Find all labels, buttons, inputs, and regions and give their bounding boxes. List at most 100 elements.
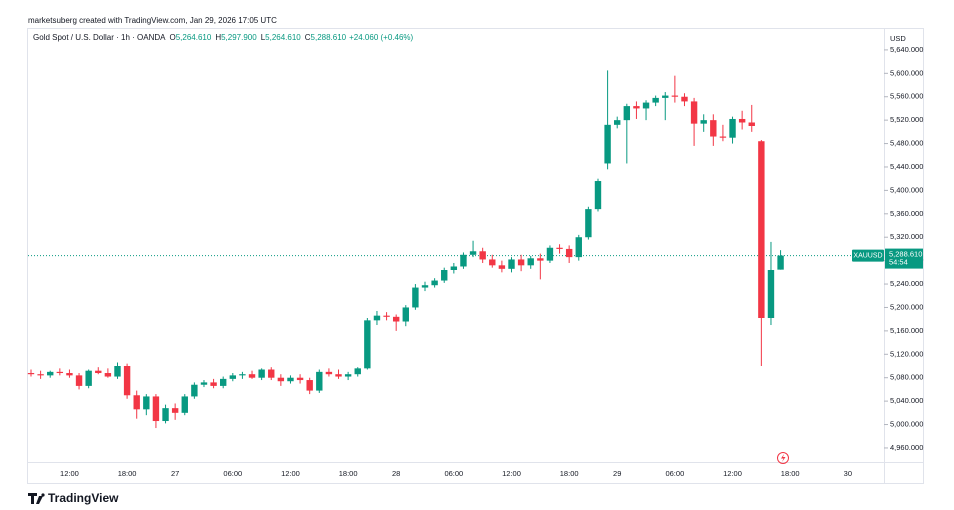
candle-body bbox=[412, 287, 419, 308]
x-tick-label: 30 bbox=[844, 469, 852, 478]
x-tick-label: 28 bbox=[392, 469, 400, 478]
candle-body bbox=[594, 181, 602, 210]
candle-body bbox=[633, 106, 640, 109]
x-tick-label: 18:00 bbox=[781, 469, 800, 478]
candle-body bbox=[748, 122, 755, 126]
candle-body bbox=[662, 95, 669, 98]
candle-body bbox=[220, 378, 227, 386]
y-tick-label: 5,200.000 bbox=[890, 302, 923, 311]
logo: TradingView bbox=[28, 491, 119, 505]
candle-body bbox=[652, 97, 659, 103]
candle-body bbox=[143, 396, 150, 410]
legend-value: 5,264.610 bbox=[176, 33, 212, 42]
candle-body bbox=[133, 395, 140, 410]
x-tick-label: 18:00 bbox=[339, 469, 358, 478]
y-tick-label: 5,520.000 bbox=[890, 115, 923, 124]
x-tick-label: 06:00 bbox=[223, 469, 242, 478]
candle-body bbox=[431, 280, 438, 286]
candle-body bbox=[402, 307, 409, 322]
candle-body bbox=[354, 368, 361, 375]
candle-body bbox=[508, 259, 515, 269]
y-tick-label: 4,960.000 bbox=[890, 443, 923, 452]
symbol-badge bbox=[852, 249, 884, 262]
logo-text: TradingView bbox=[48, 491, 119, 505]
candle-body bbox=[546, 247, 554, 261]
candle-body bbox=[75, 375, 83, 386]
x-tick-label: 12:00 bbox=[281, 469, 300, 478]
header: marketsuberg created with TradingView.co… bbox=[28, 16, 277, 25]
x-tick-label: 12:00 bbox=[60, 469, 79, 478]
candle-body bbox=[460, 254, 467, 267]
candle-body bbox=[325, 371, 333, 375]
candle-body bbox=[719, 136, 727, 138]
candle-body bbox=[479, 251, 486, 260]
y-tick-label: 5,600.000 bbox=[890, 68, 923, 77]
candle-body bbox=[104, 373, 112, 377]
legend-symbol: Gold Spot / U.S. Dollar · 1h · OANDA bbox=[33, 33, 166, 42]
y-tick-label: 5,440.000 bbox=[890, 162, 923, 171]
candle-body bbox=[777, 255, 784, 270]
legend-key: O bbox=[170, 33, 176, 42]
candle-body bbox=[565, 248, 573, 258]
candle-body bbox=[200, 382, 208, 385]
candle-body bbox=[191, 384, 198, 397]
legend-value: 5,297.900 bbox=[221, 33, 257, 42]
candle-body bbox=[248, 374, 256, 378]
candle-body bbox=[690, 101, 698, 124]
legend-text: Gold Spot / U.S. Dollar · 1h · OANDA O5,2… bbox=[33, 33, 414, 42]
price-badge bbox=[885, 248, 923, 269]
candle-body bbox=[537, 258, 544, 261]
x-tick-label: 06:00 bbox=[444, 469, 463, 478]
y-tick-label: 5,320.000 bbox=[890, 232, 923, 241]
candle-body bbox=[66, 373, 73, 376]
candle-body bbox=[623, 106, 631, 121]
candle-body bbox=[614, 120, 621, 125]
candle-body bbox=[498, 265, 506, 269]
x-tick-label: 18:00 bbox=[560, 469, 579, 478]
candle-body bbox=[364, 320, 371, 369]
legend-key: C bbox=[305, 33, 311, 42]
candle-body bbox=[171, 408, 179, 413]
candle-body bbox=[210, 382, 217, 386]
candle-body bbox=[27, 373, 35, 375]
candle-body bbox=[85, 370, 92, 386]
y-tick-label: 5,560.000 bbox=[890, 92, 923, 101]
symbol-badge-text: XAUUSD bbox=[853, 252, 882, 259]
candle-body bbox=[681, 96, 688, 102]
candle-body bbox=[239, 374, 246, 376]
legend: Gold Spot / U.S. Dollar · 1h · OANDA O5,2… bbox=[33, 33, 414, 42]
candle-body bbox=[37, 374, 44, 376]
x-tick-label: 27 bbox=[171, 469, 179, 478]
candle-body bbox=[469, 251, 477, 255]
candle-body bbox=[441, 270, 448, 281]
candle-body bbox=[421, 285, 429, 288]
y-tick-label: 5,120.000 bbox=[890, 349, 923, 358]
frame bbox=[27, 28, 924, 484]
y-tick-label: 5,160.000 bbox=[890, 326, 923, 335]
candle-body bbox=[575, 237, 582, 258]
candle-body bbox=[258, 369, 265, 378]
x-tick-label: 12:00 bbox=[502, 469, 521, 478]
legend-value: 5,264.610 bbox=[265, 33, 301, 42]
replay-icon bbox=[777, 452, 789, 464]
candle-body bbox=[392, 316, 400, 322]
candle-body bbox=[450, 266, 458, 270]
y-tick-label: 5,000.000 bbox=[890, 420, 923, 429]
candle-body bbox=[229, 375, 237, 379]
candle-body bbox=[47, 371, 54, 376]
candle-body bbox=[710, 120, 717, 137]
price-badge-text: 5,288.610 bbox=[889, 250, 922, 259]
candle-body bbox=[277, 377, 285, 382]
candle-body bbox=[700, 120, 707, 124]
y-tick-label: 5,360.000 bbox=[890, 209, 923, 218]
y-tick-label: 5,400.000 bbox=[890, 185, 923, 194]
x-tick-label: 06:00 bbox=[665, 469, 684, 478]
candle-body bbox=[268, 369, 275, 378]
legend-key: H bbox=[215, 33, 221, 42]
legend-change: +24.060 (+0.46%) bbox=[349, 33, 413, 42]
candle-body bbox=[316, 371, 323, 391]
candle-body bbox=[489, 259, 496, 266]
candle-body bbox=[181, 396, 188, 413]
